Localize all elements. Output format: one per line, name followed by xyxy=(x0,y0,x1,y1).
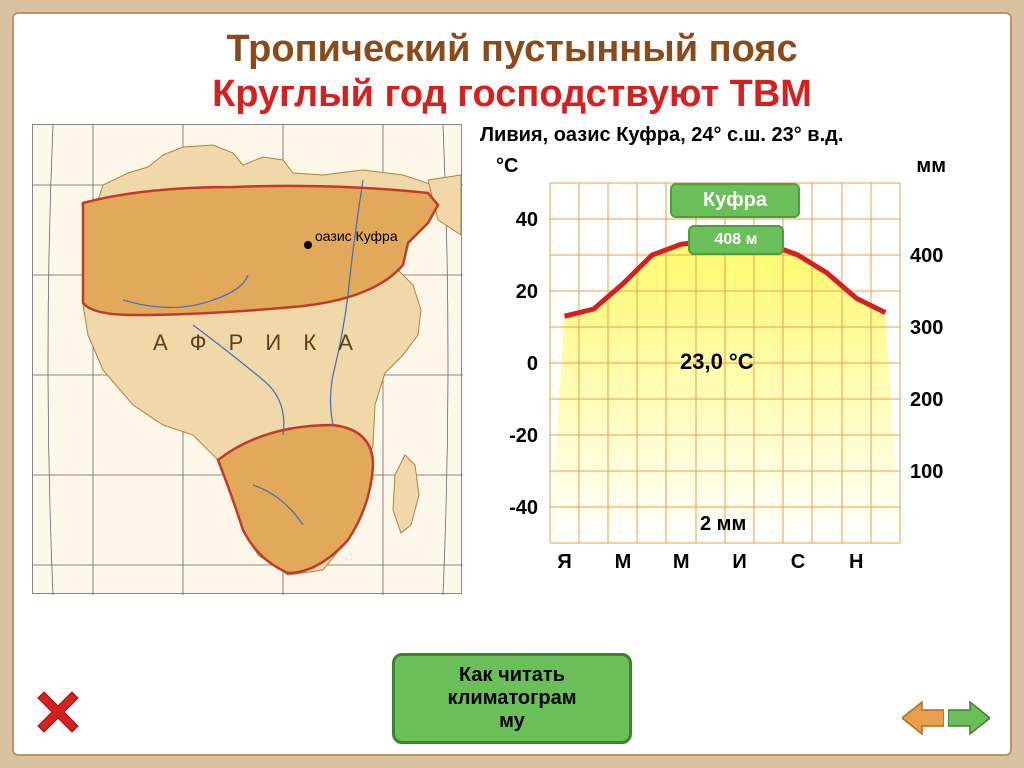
station-badge: Куфра xyxy=(670,183,800,218)
svg-text:300: 300 xyxy=(910,317,943,339)
svg-text:400: 400 xyxy=(910,245,943,267)
climagram: Ливия, оазис Куфра, 24° с.ш. 23° в.д. °C… xyxy=(480,124,992,593)
close-button[interactable] xyxy=(34,688,82,736)
svg-text:Н: Н xyxy=(849,551,863,573)
svg-text:И: И xyxy=(732,551,746,573)
continent-label: А Ф Р И К А xyxy=(153,330,361,355)
svg-text:100: 100 xyxy=(910,461,943,483)
svg-text:М: М xyxy=(615,551,632,573)
title-line1: Тропический пустынный пояс xyxy=(32,28,992,71)
svg-text:Я: Я xyxy=(557,551,571,573)
svg-text:М: М xyxy=(673,551,690,573)
prev-arrow-button[interactable] xyxy=(902,700,944,736)
svg-text:200: 200 xyxy=(910,389,943,411)
button-label-line3: му xyxy=(499,710,525,732)
altitude-badge: 408 м xyxy=(688,225,784,255)
svg-text:40: 40 xyxy=(516,209,538,231)
svg-text:-40: -40 xyxy=(509,497,538,519)
svg-text:-20: -20 xyxy=(509,425,538,447)
button-label-line2: климатограм xyxy=(447,687,576,709)
title-line2: Круглый год господствуют ТВМ xyxy=(32,73,992,116)
read-climagram-button[interactable]: Как читать климатограм му xyxy=(392,653,632,744)
next-arrow-button[interactable] xyxy=(948,700,990,736)
africa-map: оазис Куфра А Ф Р И К А xyxy=(32,124,462,594)
content-row: оазис Куфра А Ф Р И К А Ливия, оазис Куф… xyxy=(32,124,992,594)
avg-temp-label: 23,0 °C xyxy=(680,349,754,375)
nav-arrows xyxy=(902,700,990,736)
chart-header: Ливия, оазис Куфра, 24° с.ш. 23° в.д. xyxy=(480,124,992,147)
map-point-label: оазис Куфра xyxy=(315,228,398,244)
total-precip-label: 2 мм xyxy=(700,513,746,536)
chart-plot-area: °C мм xyxy=(480,153,960,593)
svg-text:С: С xyxy=(791,551,805,573)
button-label-line1: Как читать xyxy=(459,664,565,686)
svg-text:0: 0 xyxy=(527,353,538,375)
svg-text:20: 20 xyxy=(516,281,538,303)
slide-frame: Тропический пустынный пояс Круглый год г… xyxy=(12,12,1012,756)
